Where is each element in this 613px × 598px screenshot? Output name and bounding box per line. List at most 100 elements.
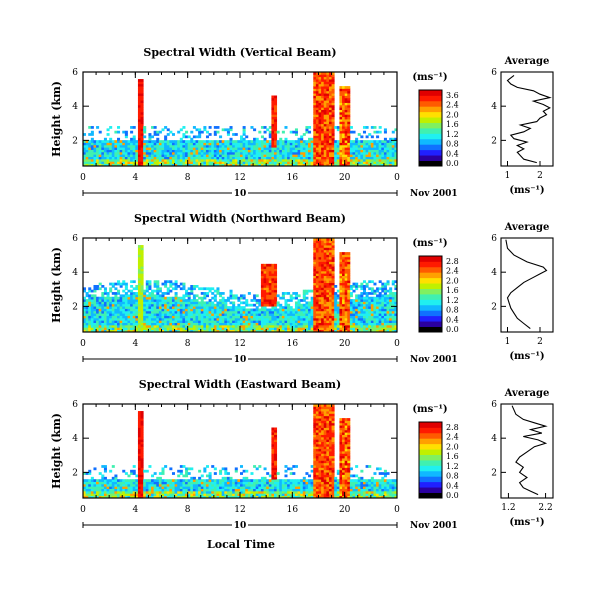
heatmap-cell (161, 128, 165, 132)
heatmap-cell (232, 306, 236, 309)
heatmap-cell (127, 144, 131, 148)
heatmap-cell (211, 327, 215, 331)
heatmap-cell (274, 299, 278, 302)
heatmap-cell (321, 95, 325, 99)
heatmap-cell (132, 137, 136, 141)
heatmap-cell (305, 289, 309, 293)
heatmap-cell (276, 301, 280, 305)
heatmap-cell (88, 320, 92, 323)
heatmap-cell (103, 137, 107, 141)
heatmap-cell (208, 149, 212, 153)
heatmap-cell (169, 488, 173, 492)
heatmap-cell (140, 462, 144, 466)
heatmap-cell (276, 156, 280, 160)
heatmap-cell (224, 327, 228, 331)
heatmap-cell (339, 142, 343, 146)
x-tick-label: 20 (339, 173, 351, 183)
heatmap-cell (271, 287, 275, 291)
heatmap-cell (331, 277, 335, 281)
heatmap-cell (287, 313, 291, 316)
heatmap-cell (313, 140, 317, 143)
heatmap-cell (334, 306, 338, 309)
heatmap-cell (85, 486, 89, 489)
heatmap-cell (334, 329, 338, 333)
heatmap-cell (355, 308, 359, 312)
heatmap-cell (88, 317, 92, 321)
heatmap-cell (101, 479, 105, 482)
x-tick-label: 0 (80, 339, 86, 349)
heatmap-cell (137, 422, 141, 426)
heatmap-cell (383, 310, 387, 314)
heatmap-cell (321, 294, 325, 298)
colorbar-unit: (ms⁻¹) (412, 238, 447, 249)
colorbar-tick-label: 3.6 (446, 91, 459, 100)
colorbar-swatch (419, 111, 442, 118)
heatmap-cell (323, 133, 327, 136)
heatmap-cell (347, 149, 351, 153)
heatmap-cell (294, 308, 298, 312)
heatmap-cell (166, 144, 170, 148)
heatmap-cell (148, 317, 152, 321)
heatmap-cell (328, 242, 332, 246)
heatmap-cell (158, 327, 162, 331)
heatmap-cell (151, 320, 155, 323)
heatmap-cell (331, 256, 335, 260)
heatmap-cell (274, 270, 278, 274)
heatmap-cell (174, 163, 178, 167)
heatmap-cell (185, 130, 189, 134)
heatmap-cell (321, 72, 325, 75)
heatmap-cell (362, 142, 366, 146)
heatmap-cell (266, 322, 270, 326)
heatmap-cell (124, 329, 128, 333)
heatmap-cell (281, 308, 285, 312)
heatmap-cell (370, 306, 374, 309)
heatmap-cell (143, 322, 147, 326)
heatmap-cell (90, 137, 94, 141)
heatmap-cell (365, 147, 369, 150)
heatmap-cell (297, 161, 301, 165)
heatmap-cell (106, 479, 110, 482)
heatmap-cell (263, 158, 267, 162)
heatmap-cell (323, 261, 327, 265)
heatmap-cell (85, 299, 89, 302)
heatmap-cell (137, 277, 141, 281)
heatmap-cell (161, 154, 165, 157)
heatmap-cell (166, 306, 170, 309)
heatmap-cell (323, 240, 327, 244)
heatmap-cell (258, 315, 262, 319)
heatmap-cell (313, 296, 317, 300)
heatmap-cell (247, 320, 251, 323)
heatmap-cell (326, 126, 330, 129)
heatmap-cell (370, 280, 374, 284)
heatmap-cell (148, 488, 152, 492)
heatmap-cell (247, 144, 251, 148)
heatmap-cell (247, 156, 251, 160)
heatmap-cell (326, 149, 330, 153)
heatmap-cell (145, 163, 149, 167)
heatmap-cell (88, 329, 92, 333)
heatmap-cell (158, 481, 162, 485)
heatmap-cell (117, 149, 121, 153)
heatmap-cell (355, 301, 359, 305)
heatmap-cell (232, 151, 236, 155)
heatmap-cell (313, 282, 317, 286)
heatmap-cell (305, 158, 309, 162)
heatmap-cell (284, 161, 288, 165)
heatmap-cell (237, 324, 241, 328)
heatmap-cell (365, 329, 369, 333)
heatmap-cell (321, 156, 325, 160)
heatmap-cell (137, 443, 141, 447)
heatmap-cell (240, 135, 244, 139)
heatmap-cell (137, 280, 141, 284)
heatmap-cell (224, 140, 228, 143)
heatmap-cell (132, 303, 136, 307)
heatmap-cell (143, 156, 147, 160)
heatmap-cell (83, 303, 87, 307)
average-x-label: (ms⁻¹) (509, 351, 544, 362)
heatmap-cell (198, 313, 202, 316)
heatmap-cell (109, 327, 113, 331)
heatmap-cell (174, 294, 178, 298)
colorbar-swatch (419, 100, 442, 107)
heatmap-cell (315, 116, 319, 120)
heatmap-cell (140, 151, 144, 155)
